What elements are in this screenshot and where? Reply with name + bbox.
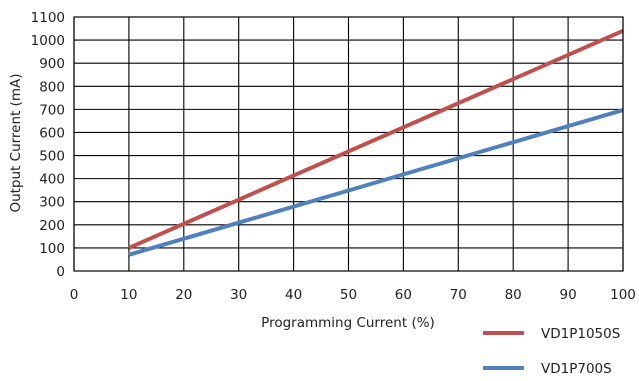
legend: VD1P1050S VD1P700S bbox=[483, 326, 620, 377]
x-tick-label: 50 bbox=[340, 287, 357, 303]
legend-label: VD1P700S bbox=[541, 361, 612, 377]
x-axis-title: Programming Current (%) bbox=[261, 315, 435, 331]
series-layer bbox=[128, 29, 624, 257]
y-tick-label: 400 bbox=[39, 172, 65, 188]
x-tick-label: 60 bbox=[395, 287, 412, 303]
x-tick-label: 70 bbox=[450, 287, 467, 303]
x-tick-label: 100 bbox=[610, 287, 636, 303]
y-tick-label: 200 bbox=[39, 218, 65, 234]
y-tick-label: 500 bbox=[39, 149, 65, 165]
legend-label: VD1P1050S bbox=[541, 326, 620, 342]
plot-frame bbox=[73, 16, 624, 272]
x-tick-label: 40 bbox=[285, 287, 302, 303]
x-tick-label: 30 bbox=[230, 287, 247, 303]
y-tick-label: 1000 bbox=[31, 33, 65, 49]
y-tick-label: 900 bbox=[39, 56, 65, 72]
x-tick-label: 90 bbox=[560, 287, 577, 303]
y-tick-label: 800 bbox=[39, 79, 65, 95]
y-tick-labels: 0 100 200 300 400 500 600 700 800 900 1000 1100 bbox=[31, 10, 65, 280]
x-tick-label: 80 bbox=[505, 287, 522, 303]
y-tick-label: 0 bbox=[56, 264, 65, 280]
y-tick-label: 300 bbox=[39, 195, 65, 211]
x-tick-labels: 0 10 20 30 40 50 60 70 80 90 100 bbox=[70, 287, 636, 303]
x-tick-label: 0 bbox=[70, 287, 79, 303]
x-tick-label: 20 bbox=[175, 287, 192, 303]
y-tick-label: 700 bbox=[39, 102, 65, 118]
y-tick-label: 100 bbox=[39, 241, 65, 257]
y-tick-label: 1100 bbox=[31, 10, 65, 26]
x-tick-label: 10 bbox=[120, 287, 137, 303]
grid bbox=[73, 16, 624, 272]
series-line bbox=[128, 108, 624, 257]
y-tick-label: 600 bbox=[39, 125, 65, 141]
series-line bbox=[128, 29, 624, 250]
y-axis-title: Output Current (mA) bbox=[8, 73, 24, 212]
